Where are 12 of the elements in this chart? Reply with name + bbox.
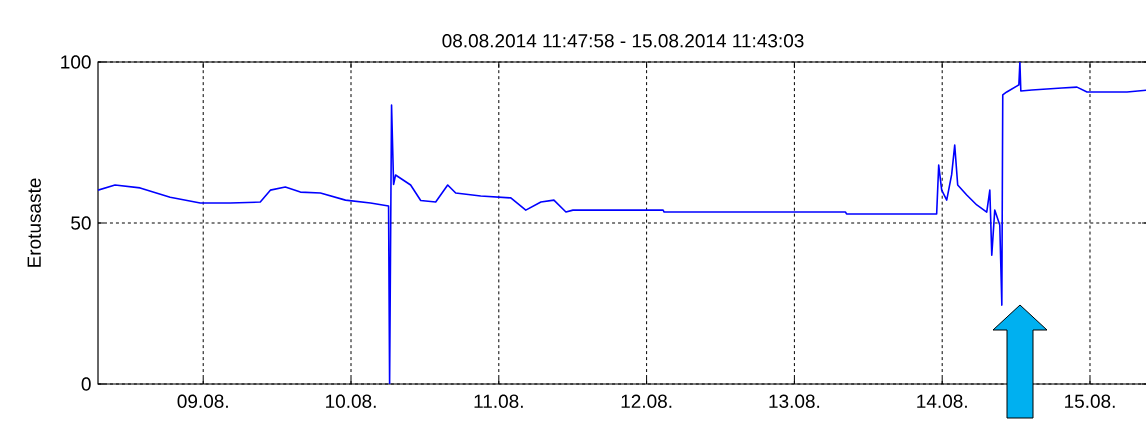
chart-title: 08.08.2014 11:47:58 - 15.08.2014 11:43:03 <box>442 34 804 48</box>
y-tick-label: 50 <box>71 216 91 230</box>
x-tick-label: 10.08. <box>326 394 376 408</box>
x-tick-label: 13.08. <box>769 394 820 408</box>
y-axis-title: Erotusaste <box>27 178 41 267</box>
x-tick-label: 11.08. <box>474 394 523 408</box>
x-tick-label: 15.08. <box>1065 394 1115 408</box>
x-tick-label: 14.08. <box>917 394 967 408</box>
y-tick-label: 0 <box>81 377 91 391</box>
x-tick-label: 12.08. <box>621 394 672 408</box>
x-tick-label: 09.08. <box>177 394 228 408</box>
y-tick-label: 100 <box>61 55 91 69</box>
